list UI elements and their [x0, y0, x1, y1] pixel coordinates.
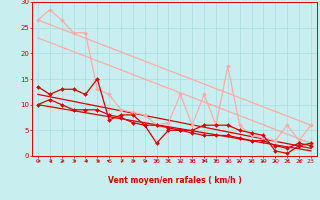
X-axis label: Vent moyen/en rafales ( km/h ): Vent moyen/en rafales ( km/h ): [108, 176, 241, 185]
